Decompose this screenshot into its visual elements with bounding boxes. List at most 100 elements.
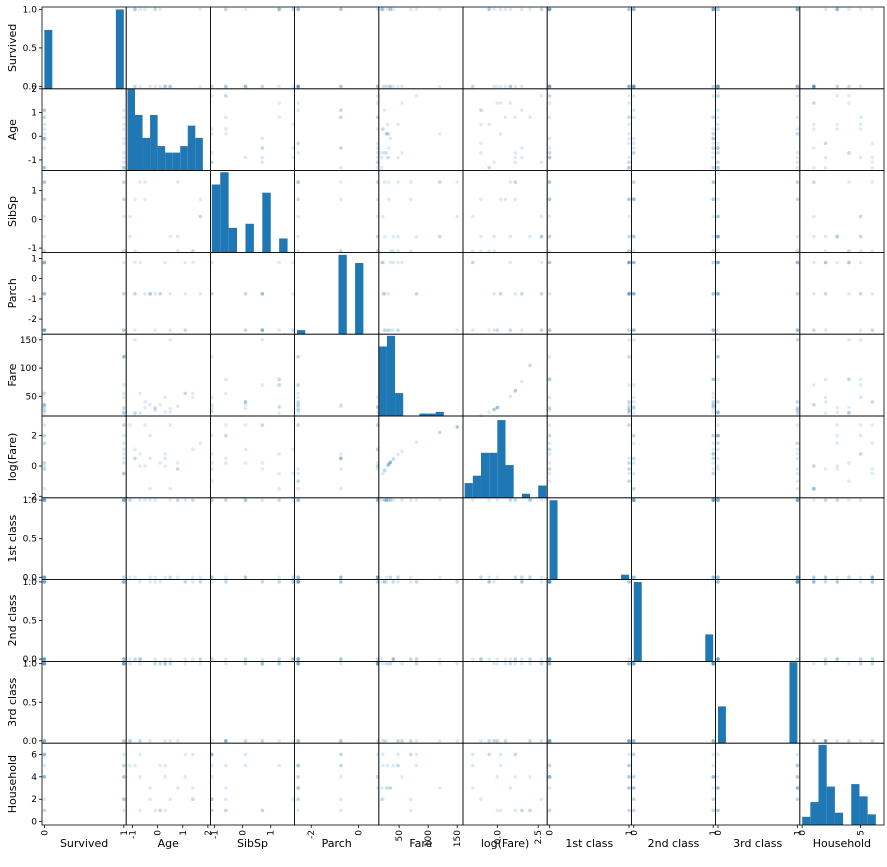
scatter-point [547, 657, 552, 661]
scatter-point [711, 328, 716, 332]
scatter-point [243, 739, 248, 743]
scatter-point [210, 292, 214, 296]
scatter-point [122, 395, 126, 400]
scatter-point [711, 775, 716, 779]
scatter-point [631, 797, 636, 802]
scatter-point [487, 249, 491, 253]
scatter-point [296, 467, 300, 471]
scatter-point [153, 808, 157, 813]
scatter-point [711, 447, 716, 452]
scatter-point [391, 234, 396, 239]
scatter-point [711, 467, 716, 471]
scatter-point [339, 108, 343, 112]
scatter-point [260, 498, 265, 502]
scatter-point [296, 739, 300, 743]
scatter-point [520, 292, 524, 296]
cell-frame [462, 579, 548, 662]
scatter-point [122, 498, 126, 502]
scatter-point [455, 425, 459, 429]
scatter-point [153, 498, 157, 502]
scatter-point [384, 580, 389, 584]
scatter-point [296, 411, 300, 415]
scatter-point [122, 498, 126, 502]
scatter-point [858, 377, 863, 382]
scatter-point [495, 84, 500, 89]
scatter-point [631, 395, 636, 400]
scatter-point [260, 328, 265, 332]
scatter-point [153, 580, 157, 584]
scatter-point [381, 739, 385, 743]
scatter-point [513, 160, 518, 165]
scatter-point [508, 180, 513, 184]
scatter-point [547, 405, 552, 410]
scatter-point [627, 763, 631, 768]
scatter-point [260, 328, 265, 332]
scatter-point [812, 328, 816, 332]
scatter-point [388, 7, 393, 12]
scatter-point [396, 328, 400, 332]
scatter-point [823, 260, 828, 265]
cell-frame [799, 415, 885, 499]
scatter-point [627, 410, 631, 414]
scatter-point [408, 575, 413, 580]
scatter-point [396, 452, 400, 457]
scatter-point [122, 661, 126, 666]
scatter-point [277, 498, 281, 502]
scatter-point [277, 377, 281, 382]
y-tick-label: 1 [31, 109, 37, 119]
scatter-point [627, 141, 631, 146]
scatter-point [122, 471, 126, 476]
scatter-point [492, 84, 496, 89]
scatter-point [479, 249, 483, 253]
scatter-point [716, 292, 720, 296]
scatter-point [823, 575, 828, 580]
scatter-point [847, 249, 851, 253]
cell-frame [41, 579, 127, 662]
scatter-point [539, 234, 544, 239]
scatter-point [210, 160, 214, 165]
scatter-point [716, 400, 720, 404]
scatter-point [163, 452, 167, 456]
scatter-point [277, 580, 281, 584]
scatter-point [711, 661, 716, 666]
scatter-point [795, 411, 800, 415]
scatter-point [795, 575, 800, 580]
y-tick-label: 1.0 [23, 5, 38, 15]
scatter-point [487, 7, 491, 12]
scatter-point [716, 354, 720, 359]
cell-frame [294, 579, 380, 662]
scatter-point [547, 580, 552, 584]
scatter-point [260, 808, 265, 813]
scatter-point [795, 657, 800, 661]
scatter-point [495, 328, 500, 332]
scatter-point [716, 433, 720, 438]
scatter-point [823, 575, 828, 580]
scatter-point [716, 400, 720, 404]
scatter-point [437, 430, 442, 435]
scatter-point [122, 797, 126, 802]
scatter-point [858, 657, 863, 661]
hist-bar-parch [355, 263, 364, 335]
scatter-point [631, 84, 636, 89]
scatter-point [508, 657, 513, 661]
scatter-point [812, 464, 816, 468]
scatter-point [528, 661, 532, 666]
scatter-point [391, 657, 396, 661]
scatter-point [627, 160, 631, 165]
scatter-point [627, 136, 631, 141]
scatter-point [396, 752, 400, 757]
cell-frame [378, 579, 464, 662]
scatter-point [631, 739, 636, 743]
scatter-point [175, 467, 180, 471]
cell-frame [378, 415, 464, 499]
scatter-point [42, 180, 47, 184]
scatter-point [42, 404, 47, 409]
scatter-point [391, 657, 396, 661]
scatter-point [210, 657, 214, 661]
scatter-point [153, 84, 157, 89]
cell-frame [546, 497, 632, 580]
scatter-point [138, 411, 142, 415]
scatter-point [396, 575, 400, 580]
scatter-point [379, 7, 384, 12]
